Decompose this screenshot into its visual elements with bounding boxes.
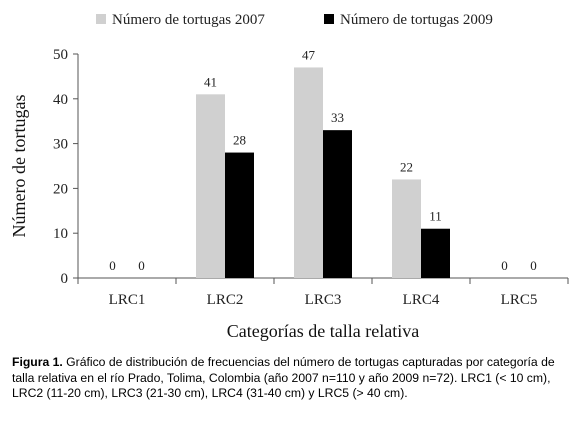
- y-tick-label: 20: [53, 181, 68, 197]
- data-label: 0: [109, 258, 116, 273]
- bar-series-2-lrc4: [421, 228, 450, 278]
- y-tick-label: 40: [53, 92, 68, 108]
- bar-chart: 0 10 20 30 40 50 0 0 LRC1 41 28 LRC2 47 33 LRC3 22 11 LRC…: [9, 12, 569, 341]
- data-label: 11: [429, 209, 442, 224]
- caption-label: Figura 1.: [12, 355, 63, 369]
- y-tick-label: 10: [53, 226, 68, 242]
- data-label: 0: [530, 258, 537, 273]
- y-axis-title: Número de tortugas: [9, 95, 29, 238]
- bar-series-1-lrc3: [294, 67, 323, 278]
- data-label: 47: [302, 47, 316, 62]
- data-label: 22: [400, 159, 413, 174]
- bar-series-1-lrc4: [392, 179, 421, 278]
- legend-swatch-1: [96, 14, 106, 24]
- data-label: 33: [331, 110, 344, 125]
- y-tick-label: 50: [53, 47, 68, 63]
- caption-text: Gráfico de distribución de frecuencias d…: [12, 355, 555, 400]
- data-label: 41: [204, 74, 217, 89]
- chart: 0 10 20 30 40 50 0 0 LRC1 41 28 LRC2 47 33 LRC3 22 11 LRC…: [9, 12, 569, 341]
- data-label: 0: [138, 258, 145, 273]
- x-tick-label: LRC2: [207, 292, 244, 308]
- y-tick-label: 0: [61, 271, 69, 287]
- data-label: 0: [501, 258, 508, 273]
- x-tick-label: LRC1: [109, 292, 146, 308]
- legend-label-1: Número de tortugas 2007: [112, 12, 265, 28]
- data-label: 28: [233, 133, 246, 148]
- legend-label-2: Número de tortugas 2009: [340, 12, 493, 28]
- x-axis-title: Categorías de talla relativa: [227, 321, 419, 341]
- x-tick-label: LRC4: [403, 292, 440, 308]
- legend-swatch-2: [324, 14, 334, 24]
- bar-series-1-lrc2: [196, 94, 225, 278]
- bar-series-2-lrc2: [225, 152, 254, 278]
- y-tick-label: 30: [53, 137, 68, 153]
- x-tick-label: LRC3: [305, 292, 342, 308]
- x-tick-label: LRC5: [501, 292, 538, 308]
- figure-caption: Figura 1. Gráfico de distribución de fre…: [12, 355, 568, 402]
- bar-series-2-lrc3: [323, 130, 352, 278]
